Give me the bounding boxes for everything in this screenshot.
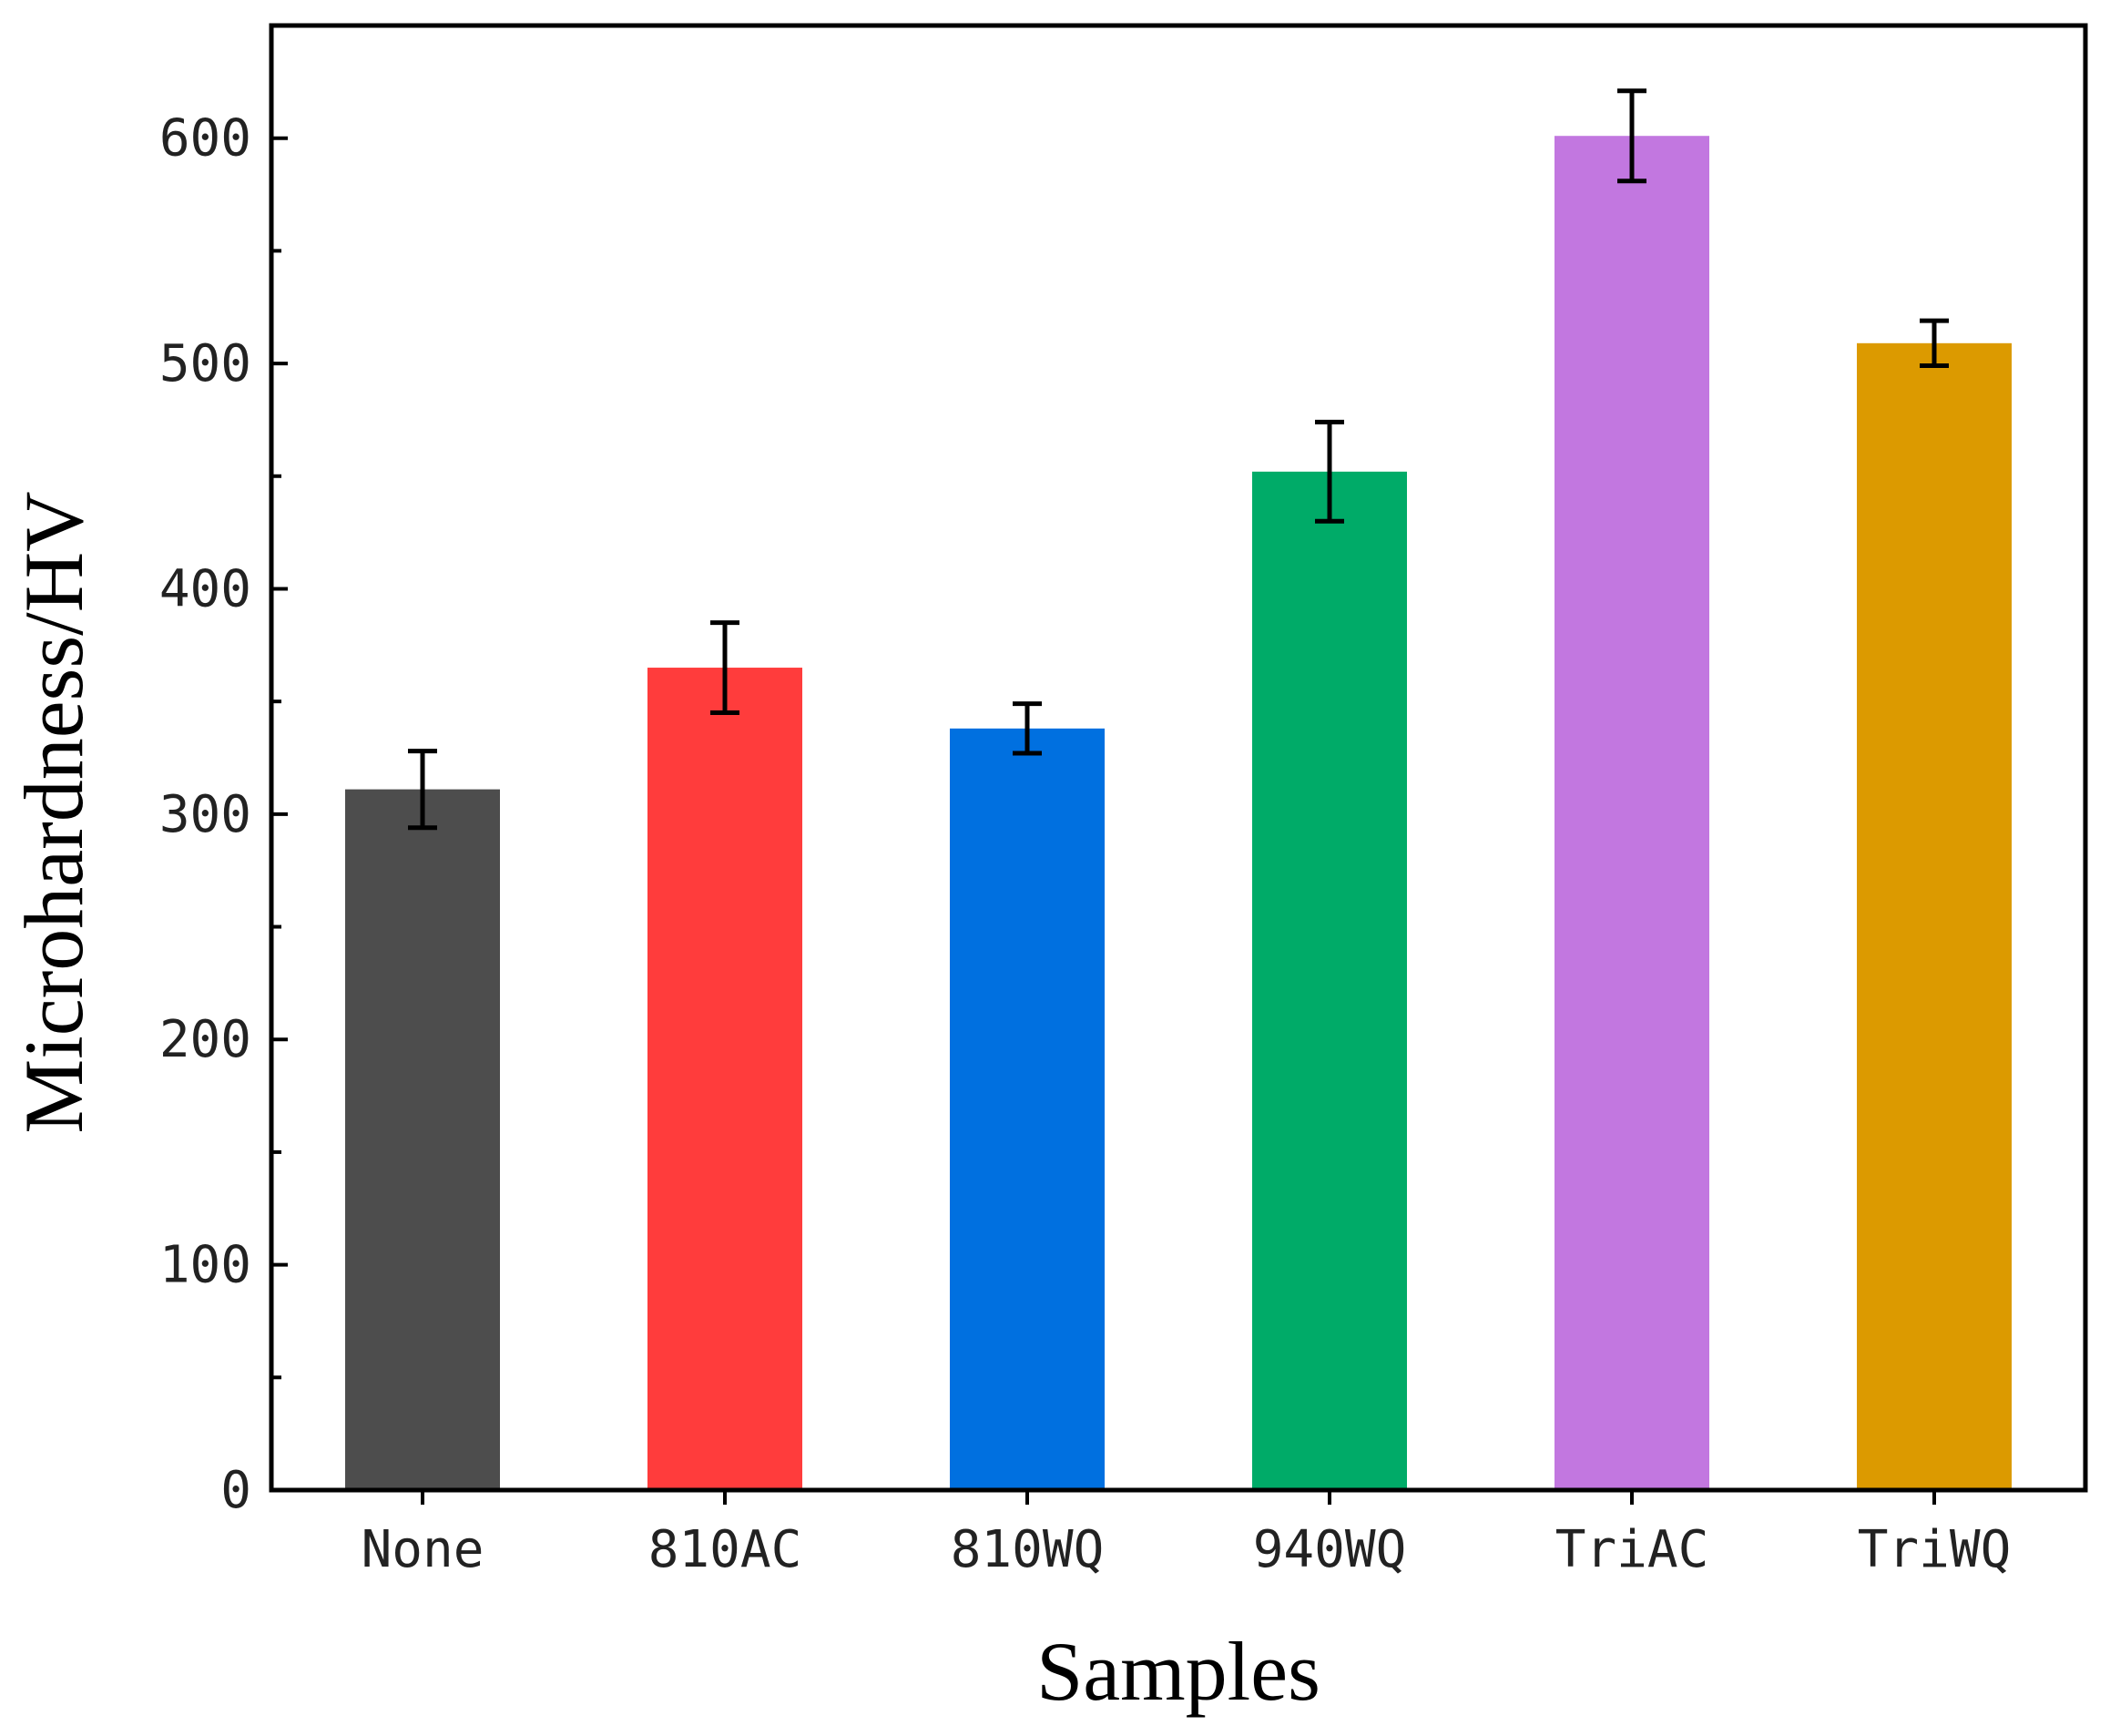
y-tick-label: 100 — [159, 1236, 251, 1295]
bar-940wq — [1252, 471, 1407, 1490]
bar-810wq — [950, 728, 1105, 1490]
x-axis-ticks: None 810AC 810WQ 940WQ TriAC TriWQ — [362, 1490, 2012, 1579]
y-axis-title: Microhardness/HV — [7, 491, 100, 1133]
x-tick-label-triwq: TriWQ — [1858, 1520, 2012, 1579]
y-tick-label: 200 — [159, 1010, 251, 1069]
error-bars-layer — [408, 88, 1949, 831]
y-tick-label: 600 — [159, 109, 251, 168]
bar-810ac — [647, 668, 802, 1490]
x-tick-label-810ac: 810AC — [648, 1520, 802, 1579]
plot-frame — [269, 23, 2088, 1493]
bar-triwq — [1857, 342, 2012, 1491]
y-tick-label: 300 — [159, 785, 251, 844]
error-bar-940wq — [1315, 419, 1344, 524]
error-bar-none — [408, 749, 437, 831]
x-tick-label-none: None — [362, 1520, 484, 1579]
y-axis-ticks: 0 100 200 300 400 500 600 — [159, 109, 288, 1520]
x-tick-label-810wq: 810WQ — [951, 1520, 1105, 1579]
error-bar-triwq — [1920, 318, 1949, 369]
bar-triac — [1554, 136, 1709, 1490]
error-bar-triac — [1617, 88, 1646, 184]
error-bar-810ac — [710, 620, 739, 716]
bar-none — [345, 789, 500, 1490]
bars-layer — [345, 136, 2012, 1491]
x-tick-label-triac: TriAC — [1555, 1520, 1709, 1579]
x-axis-title: Samples — [1036, 1625, 1320, 1718]
error-bar-810wq — [1013, 701, 1042, 756]
x-tick-label-940wq: 940WQ — [1253, 1520, 1407, 1579]
y-tick-label: 500 — [159, 334, 251, 393]
y-tick-label: 400 — [159, 559, 251, 618]
y-tick-label: 0 — [220, 1461, 251, 1520]
